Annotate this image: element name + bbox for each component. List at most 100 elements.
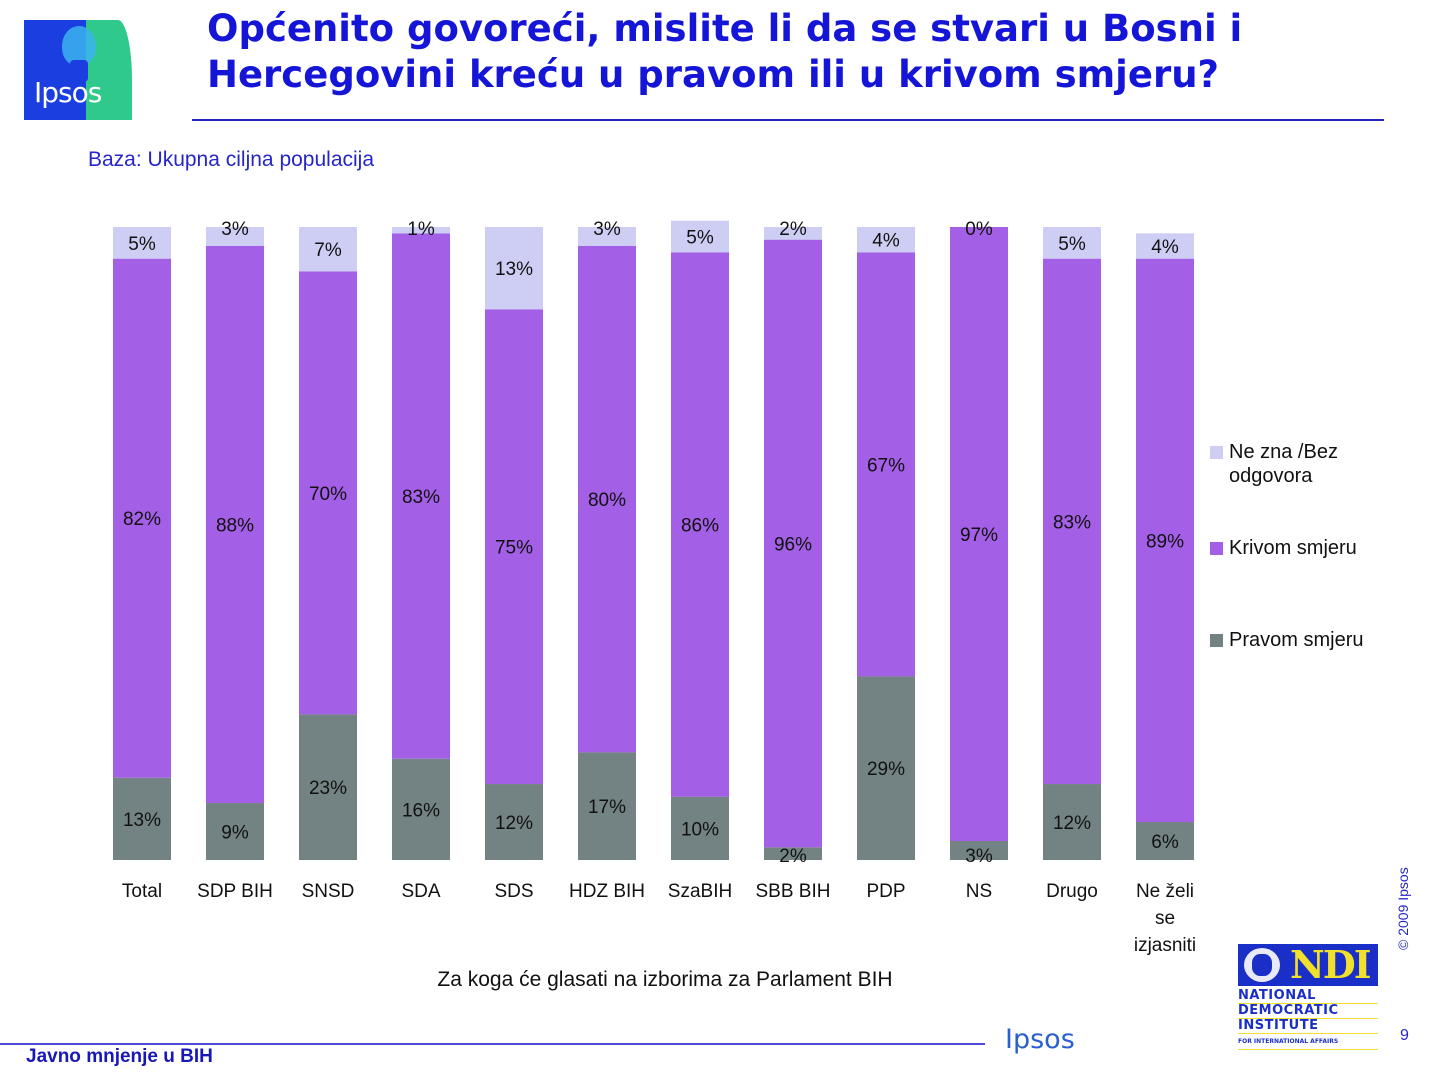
footer-brand: Ipsos <box>1005 1024 1075 1055</box>
bar-segment-pravom <box>392 758 450 860</box>
bar-segment-krivom <box>578 245 636 753</box>
data-label-krivom: 83% <box>1053 512 1091 533</box>
data-label-krivom: 96% <box>774 535 812 556</box>
x-tick-label: PDP <box>866 881 905 902</box>
data-label-pravom: 23% <box>309 778 347 799</box>
data-label-ne_zna: 1% <box>407 219 435 240</box>
x-tick-label: izjasniti <box>1134 935 1196 956</box>
data-label-ne_zna: 5% <box>128 234 156 255</box>
bar-segment-ne_zna <box>764 227 822 240</box>
data-label-pravom: 2% <box>779 846 807 867</box>
page-number: 9 <box>1400 1027 1409 1044</box>
x-tick-label: Total <box>122 881 162 902</box>
data-label-pravom: 3% <box>965 846 993 867</box>
x-tick-label: HDZ BIH <box>569 881 645 902</box>
legend-swatch <box>1210 446 1223 459</box>
data-label-ne_zna: 5% <box>1058 234 1086 255</box>
globe-icon <box>1244 948 1280 982</box>
ndi-logo: NDI NATIONAL DEMOCRATIC INSTITUTE FOR IN… <box>1238 942 1378 1050</box>
legend-swatch <box>1210 542 1223 555</box>
data-label-ne_zna: 4% <box>872 231 900 252</box>
x-tick-label: SNSD <box>302 881 355 902</box>
data-label-ne_zna: 3% <box>221 219 249 240</box>
bar-segment-pravom <box>1136 822 1194 860</box>
bar-segment-krivom <box>113 258 171 778</box>
data-label-krivom: 88% <box>216 516 254 537</box>
data-label-ne_zna: 2% <box>779 219 807 240</box>
data-label-krivom: 97% <box>960 525 998 546</box>
x-tick-label: NS <box>966 881 992 902</box>
data-label-ne_zna: 13% <box>495 259 533 280</box>
x-axis-title: Za koga će glasati na izborima za Parlam… <box>437 968 893 991</box>
logo-text: Ipsos <box>34 76 102 109</box>
data-label-ne_zna: 4% <box>1151 237 1179 258</box>
bar-segment-pravom <box>299 714 357 860</box>
footer-divider <box>0 1043 985 1045</box>
legend-label: Pravom smjeru <box>1229 629 1364 651</box>
ipsos-logo: Ipsos <box>24 20 132 120</box>
bar-segment-ne_zna <box>206 227 264 246</box>
bar-segment-pravom <box>578 752 636 860</box>
bar-segment-ne_zna <box>578 227 636 246</box>
bar-segment-krivom <box>392 233 450 759</box>
bar-segment-pravom <box>206 803 264 860</box>
data-label-pravom: 13% <box>123 810 161 831</box>
legend-label: Krivom smjeru <box>1229 537 1357 559</box>
bar-segment-ne_zna <box>1043 227 1101 259</box>
data-label-krivom: 75% <box>495 538 533 559</box>
data-label-pravom: 29% <box>867 759 905 780</box>
data-label-ne_zna: 3% <box>593 219 621 240</box>
data-label-pravom: 10% <box>681 819 719 840</box>
data-label-pravom: 12% <box>495 813 533 834</box>
title-divider <box>192 119 1384 121</box>
data-label-krivom: 89% <box>1146 531 1184 552</box>
bar-segment-krivom <box>671 252 729 797</box>
data-label-pravom: 6% <box>1151 832 1179 853</box>
bar-segment-ne_zna <box>299 227 357 272</box>
legend-item-pravom: Pravom smjeru <box>1210 628 1363 652</box>
data-label-krivom: 80% <box>588 490 626 511</box>
footer-section-title: Javno mnjenje u BIH <box>26 1046 213 1067</box>
bar-segment-ne_zna <box>113 227 171 259</box>
legend-item-krivom: Krivom smjeru <box>1210 536 1357 560</box>
bar-segment-pravom <box>113 777 171 860</box>
x-tick-label: Ne želi <box>1136 881 1194 902</box>
bar-segment-krivom <box>299 271 357 715</box>
bar-segment-krivom <box>1043 258 1101 785</box>
base-note: Baza: Ukupna ciljna populacija <box>88 148 375 171</box>
data-label-krivom: 86% <box>681 516 719 537</box>
bar-segment-krivom <box>1136 258 1194 823</box>
head-silhouette-icon <box>62 26 96 66</box>
bar-segment-ne_zna <box>857 227 915 253</box>
legend-swatch <box>1210 634 1223 647</box>
bar-segment-krivom <box>206 245 264 804</box>
bar-segment-pravom <box>671 796 729 860</box>
bar-segment-pravom <box>1043 784 1101 860</box>
x-tick-label: SBB BIH <box>756 881 831 902</box>
data-label-krivom: 67% <box>867 455 905 476</box>
data-label-pravom: 16% <box>402 800 440 821</box>
bar-segment-krivom <box>764 239 822 848</box>
data-label-pravom: 17% <box>588 797 626 818</box>
bar-segment-ne_zna <box>671 220 729 253</box>
bar-segment-pravom <box>764 847 822 860</box>
bar-segment-ne_zna <box>485 227 543 310</box>
data-label-ne_zna: 7% <box>314 240 342 261</box>
x-tick-label: SzaBIH <box>668 881 732 902</box>
x-tick-label: SDA <box>401 881 440 902</box>
bar-segment-krivom <box>857 252 915 677</box>
data-label-krivom: 83% <box>402 487 440 508</box>
copyright: © 2009 Ipsos <box>1395 867 1411 950</box>
data-label-krivom: 70% <box>309 484 347 505</box>
page-title: Općenito govoreći, mislite li da se stva… <box>207 7 1243 96</box>
bar-segment-ne_zna <box>392 227 450 234</box>
data-label-krivom: 82% <box>123 509 161 530</box>
x-tick-label: SDP BIH <box>197 881 273 902</box>
bar-segment-ne_zna <box>1136 233 1194 259</box>
data-label-pravom: 9% <box>221 823 249 844</box>
legend-item-ne_zna: Ne zna /Bez odgovora <box>1210 440 1338 488</box>
data-label-ne_zna: 5% <box>686 227 714 248</box>
x-tick-label: se <box>1155 908 1175 929</box>
x-tick-label: SDS <box>494 881 533 902</box>
